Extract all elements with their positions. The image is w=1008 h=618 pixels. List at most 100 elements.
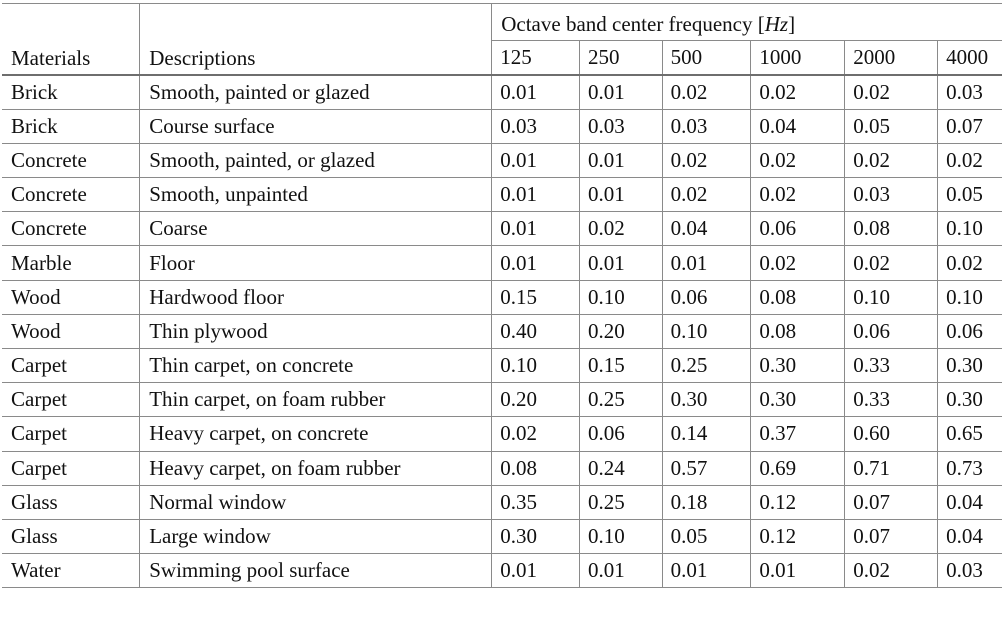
- coefficient-cell: 0.01: [491, 177, 580, 213]
- frequency-header-500: 500: [662, 40, 752, 76]
- table-row: Concrete Smooth, painted, or glazed 0.01 0.…: [2, 143, 1002, 179]
- coefficient-cell: 0.01: [491, 143, 580, 179]
- description-cell: Floor: [139, 245, 493, 281]
- table-row: Carpet Heavy carpet, on foam rubber 0.08 0.…: [2, 451, 1002, 486]
- coefficient-cell: 0.33: [844, 382, 939, 418]
- description-cell: Smooth, painted or glazed: [139, 75, 493, 110]
- coefficient-cell: 0.65: [937, 416, 1002, 452]
- description-cell: Swimming pool surface: [139, 553, 493, 589]
- coefficient-cell: 0.15: [491, 280, 580, 315]
- coefficient-cell: 0.30: [937, 348, 1002, 384]
- coefficient-cell: 0.25: [579, 485, 663, 520]
- coefficient-cell: 0.02: [750, 143, 846, 179]
- table-row: Brick Course surface 0.03 0.03 0.03 0.04 0.05 0…: [2, 109, 1002, 144]
- table-row: Water Swimming pool surface 0.01 0.01 0.01 0.…: [2, 553, 1002, 589]
- coefficient-cell: 0.06: [750, 211, 846, 247]
- description-cell: Thin carpet, on concrete: [139, 348, 493, 384]
- description-cell: Course surface: [139, 109, 493, 144]
- coefficient-cell: 0.04: [750, 109, 846, 144]
- coefficient-cell: 0.06: [579, 416, 663, 452]
- table-row: Concrete Smooth, unpainted 0.01 0.01 0.02 0.0…: [2, 177, 1002, 213]
- coefficient-cell: 0.07: [844, 485, 939, 520]
- coefficient-cell: 0.10: [937, 280, 1002, 315]
- coefficient-cell: 0.01: [491, 245, 580, 281]
- coefficient-cell: 0.60: [844, 416, 939, 452]
- coefficient-cell: 0.12: [750, 485, 846, 520]
- frequency-header-125: 125: [491, 40, 580, 76]
- material-cell: Glass: [2, 485, 141, 520]
- coefficient-cell: 0.02: [937, 245, 1002, 281]
- table-row: Brick Smooth, painted or glazed 0.01 0.01 0.…: [2, 75, 1002, 110]
- coefficient-cell: 0.08: [750, 314, 846, 350]
- coefficient-cell: 0.05: [662, 519, 752, 555]
- frequency-title-prefix: Octave band center frequency [: [501, 12, 765, 36]
- description-cell: Thin plywood: [139, 314, 493, 350]
- coefficient-cell: 0.20: [491, 382, 580, 418]
- material-cell: Marble: [2, 245, 141, 281]
- frequency-header-2000: 2000: [844, 40, 939, 76]
- description-cell: Coarse: [139, 211, 493, 247]
- coefficient-cell: 0.10: [844, 280, 939, 315]
- coefficient-cell: 0.02: [844, 245, 939, 281]
- coefficient-cell: 0.30: [662, 382, 752, 418]
- coefficient-cell: 0.10: [579, 519, 663, 555]
- coefficient-cell: 0.07: [844, 519, 939, 555]
- coefficient-cell: 0.08: [491, 451, 580, 486]
- coefficient-cell: 0.15: [579, 348, 663, 384]
- coefficient-cell: 0.24: [579, 451, 663, 486]
- coefficient-cell: 0.30: [937, 382, 1002, 418]
- table-row: Carpet Heavy carpet, on concrete 0.02 0.06 0…: [2, 416, 1002, 452]
- frequency-title-suffix: ]: [788, 12, 796, 36]
- description-cell: Large window: [139, 519, 493, 555]
- coefficient-cell: 0.37: [750, 416, 846, 452]
- coefficient-cell: 0.01: [491, 211, 580, 247]
- coefficient-cell: 0.14: [662, 416, 752, 452]
- coefficient-cell: 0.01: [750, 553, 846, 589]
- absorption-coefficients-table: Materials Descriptions Octave band cente…: [2, 3, 1002, 589]
- material-cell: Concrete: [2, 143, 141, 179]
- coefficient-cell: 0.02: [937, 143, 1002, 179]
- table-row: Wood Thin plywood 0.40 0.20 0.10 0.08 0.06 0.06: [2, 314, 1002, 350]
- coefficient-cell: 0.04: [937, 485, 1002, 520]
- table-row: Marble Floor 0.01 0.01 0.01 0.02 0.02 0.02: [2, 245, 1002, 281]
- table-row: Glass Large window 0.30 0.10 0.05 0.12 0.07 0.0…: [2, 519, 1002, 555]
- coefficient-cell: 0.20: [579, 314, 663, 350]
- table-row: Carpet Thin carpet, on foam rubber 0.20 0.2…: [2, 382, 1002, 418]
- coefficient-cell: 0.08: [750, 280, 846, 315]
- coefficient-cell: 0.10: [579, 280, 663, 315]
- coefficient-cell: 0.02: [844, 75, 939, 110]
- coefficient-cell: 0.30: [750, 382, 846, 418]
- description-cell: Smooth, unpainted: [139, 177, 493, 213]
- coefficient-cell: 0.40: [491, 314, 580, 350]
- coefficient-cell: 0.02: [662, 177, 752, 213]
- frequency-group-header: Octave band center frequency [Hz]: [491, 3, 1002, 41]
- table-row: Concrete Coarse 0.01 0.02 0.04 0.06 0.08 0.10: [2, 211, 1002, 247]
- coefficient-cell: 0.02: [579, 211, 663, 247]
- coefficient-cell: 0.73: [937, 451, 1002, 486]
- coefficient-cell: 0.71: [844, 451, 939, 486]
- coefficient-cell: 0.03: [662, 109, 752, 144]
- coefficient-cell: 0.33: [844, 348, 939, 384]
- coefficient-cell: 0.69: [750, 451, 846, 486]
- coefficient-cell: 0.01: [491, 75, 580, 110]
- coefficient-cell: 0.03: [937, 553, 1002, 589]
- coefficient-cell: 0.10: [937, 211, 1002, 247]
- material-cell: Concrete: [2, 211, 141, 247]
- coefficient-cell: 0.04: [662, 211, 752, 247]
- material-cell: Water: [2, 553, 141, 589]
- description-cell: Heavy carpet, on foam rubber: [139, 451, 493, 486]
- frequency-header-1000: 1000: [750, 40, 846, 76]
- coefficient-cell: 0.02: [750, 177, 846, 213]
- coefficient-cell: 0.08: [844, 211, 939, 247]
- coefficient-cell: 0.01: [579, 75, 663, 110]
- coefficient-cell: 0.04: [937, 519, 1002, 555]
- coefficient-cell: 0.07: [937, 109, 1002, 144]
- coefficient-cell: 0.25: [579, 382, 663, 418]
- coefficient-cell: 0.30: [750, 348, 846, 384]
- materials-header: Materials: [2, 3, 141, 76]
- coefficient-cell: 0.02: [662, 75, 752, 110]
- coefficient-cell: 0.01: [579, 177, 663, 213]
- coefficient-cell: 0.02: [662, 143, 752, 179]
- description-cell: Normal window: [139, 485, 493, 520]
- coefficient-cell: 0.10: [491, 348, 580, 384]
